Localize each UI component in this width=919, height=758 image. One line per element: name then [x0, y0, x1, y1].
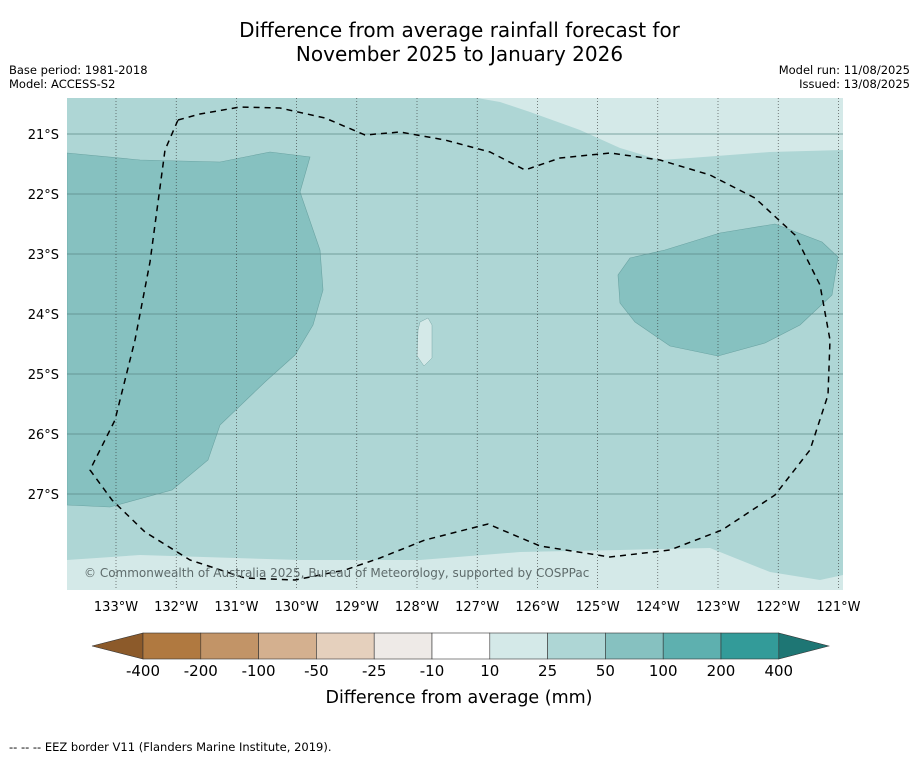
colorbar-swatch [142, 632, 202, 660]
colorbar-extend-low [91, 632, 144, 660]
region-light-top [477, 98, 843, 160]
lat-label: 23°S [28, 248, 59, 263]
lon-label: 128°W [395, 600, 439, 615]
colorbar-tick-label: -400 [126, 662, 160, 680]
title-line-2: November 2025 to January 2026 [295, 42, 624, 66]
region-light-island [416, 317, 433, 367]
colorbar-swatch [547, 632, 606, 660]
lon-label: 131°W [214, 600, 258, 615]
issued-date: Issued: 13/08/2025 [799, 77, 910, 91]
lon-label: 124°W [636, 600, 680, 615]
colorbar-swatch [431, 632, 491, 660]
lon-label: 130°W [275, 600, 319, 615]
region-dark-west [67, 151, 324, 508]
colorbar-ticks: -400 -200 -100 -50 -25 -10 10 25 50 100 200 400 [126, 662, 793, 680]
map-area: © Commonwealth of Australia 2025, Bureau… [67, 98, 843, 590]
longitude-gridlines [115, 98, 839, 590]
colorbar-swatch [605, 632, 664, 660]
colorbar-label: Difference from average (mm) [325, 688, 592, 708]
lon-label: 121°W [816, 600, 860, 615]
lon-label: 133°W [94, 600, 138, 615]
colorbar-swatch [200, 632, 259, 660]
lat-label: 27°S [28, 488, 59, 503]
lon-label: 125°W [576, 600, 620, 615]
colorbar-tick-label: 10 [480, 662, 499, 680]
region-light-bottom [67, 548, 843, 590]
colorbar-swatch [662, 632, 722, 660]
lat-label: 21°S [28, 128, 59, 143]
colorbar-extend-high [778, 632, 830, 660]
lon-label: 132°W [154, 600, 198, 615]
lat-label: 26°S [28, 428, 59, 443]
colorbar-tick-label: 100 [649, 662, 678, 680]
lon-label: 123°W [696, 600, 740, 615]
latitude-labels: 21°S 22°S 23°S 24°S 25°S 26°S 27°S [28, 128, 59, 503]
lon-label: 126°W [515, 600, 559, 615]
colorbar [91, 632, 830, 660]
colorbar-tick-label: 25 [538, 662, 557, 680]
colorbar-swatch [258, 632, 317, 660]
meta-right: Model run: 11/08/2025 Issued: 13/08/2025 [779, 63, 910, 91]
colorbar-tick-label: 400 [764, 662, 793, 680]
colorbar-tick-label: -10 [420, 662, 445, 680]
eez-boundary [89, 106, 831, 581]
lat-label: 22°S [28, 188, 59, 203]
colorbar-swatch [316, 632, 375, 660]
colorbar-tick-label: -100 [242, 662, 276, 680]
chart-title: Difference from average rainfall forecas… [0, 18, 919, 66]
title-line-1: Difference from average rainfall forecas… [239, 18, 680, 42]
lon-label: 129°W [335, 600, 379, 615]
colorbar-swatch [720, 632, 780, 660]
colorbar-tick-label: -25 [362, 662, 387, 680]
latitude-gridlines [67, 133, 843, 495]
colorbar-swatch [489, 632, 548, 660]
copyright-notice: © Commonwealth of Australia 2025, Bureau… [84, 566, 589, 580]
model-run: Model run: 11/08/2025 [778, 63, 910, 77]
region-dark-east [617, 223, 839, 357]
meta-left: Base period: 1981-2018 Model: ACCESS-S2 [9, 63, 148, 91]
model-name: Model: ACCESS-S2 [9, 77, 116, 91]
lat-label: 24°S [28, 308, 59, 323]
footer-note: -- -- -- EEZ border V11 (Flanders Marine… [9, 740, 332, 754]
colorbar-tick-label: 200 [707, 662, 736, 680]
lon-label: 122°W [756, 600, 800, 615]
lon-label: 127°W [455, 600, 499, 615]
colorbar-tick-label: -200 [184, 662, 218, 680]
base-period: Base period: 1981-2018 [9, 63, 148, 77]
lat-label: 25°S [28, 368, 59, 383]
colorbar-tick-label: -50 [304, 662, 329, 680]
colorbar-tick-label: 50 [596, 662, 615, 680]
colorbar-swatch [373, 632, 433, 660]
longitude-labels: 133°W 132°W 131°W 130°W 129°W 128°W 127°W 126°W… [94, 600, 861, 615]
